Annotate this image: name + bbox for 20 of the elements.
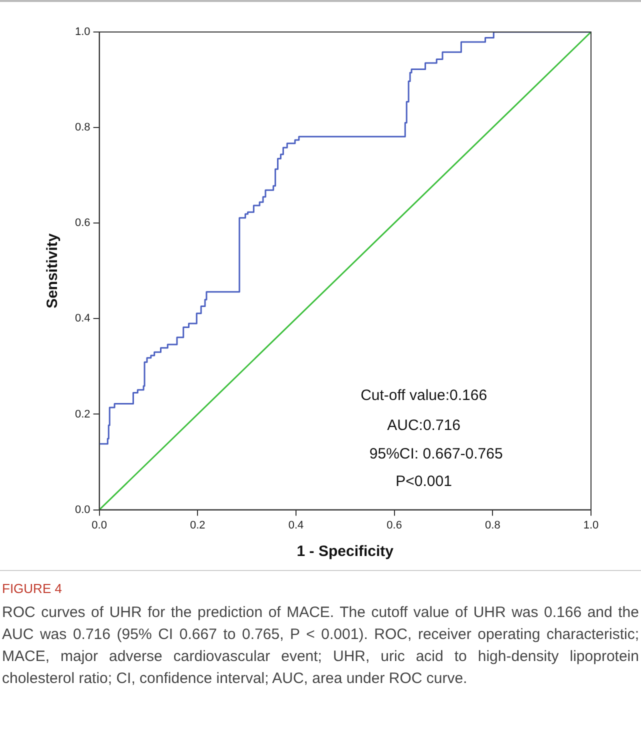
text: ROC curves of UHR for the prediction of MACE. The cutoff value of UHR was 0.166 and the AUC was 0.716 (95% CI 0.667 to 0.765, P < 0.001). ROC, receiver operating characteristic; MACE, major adverse cardiovascular event; UHR, uric acid to high-density lipoprotein cholesterol ratio; CI, confidence interval; AUC, area under ROC curve. (2, 603, 639, 689)
x-tick-label: 0.4 (288, 519, 304, 532)
x-axis-title: 1 - Specificity (296, 543, 394, 560)
annotation: AUC:0.716 (387, 417, 461, 434)
annotation: Cut-off value:0.166 (360, 386, 488, 404)
y-tick-label: 0.4 (74, 312, 90, 325)
x-tick-label: 0.2 (190, 519, 206, 532)
y-tick-label: 1.0 (74, 26, 90, 38)
y-tick-label: 0.0 (74, 504, 90, 516)
annotation: P<0.001 (396, 472, 452, 490)
caption: FIGURE 4 (2, 581, 63, 596)
annotation: 95%CI: 0.667-0.765 (369, 446, 503, 463)
x-tick-label: 0.8 (485, 519, 500, 532)
y-tick-label: 0.8 (74, 122, 90, 134)
x-tick-label: 1.0 (583, 519, 599, 532)
x-tick-label: 0.0 (92, 519, 107, 532)
y-tick-label: 0.6 (74, 217, 90, 230)
y-tick-label: 0.2 (74, 408, 90, 420)
y-axis-title: Sensitivity (44, 232, 62, 308)
x-tick-label: 0.6 (386, 519, 402, 532)
